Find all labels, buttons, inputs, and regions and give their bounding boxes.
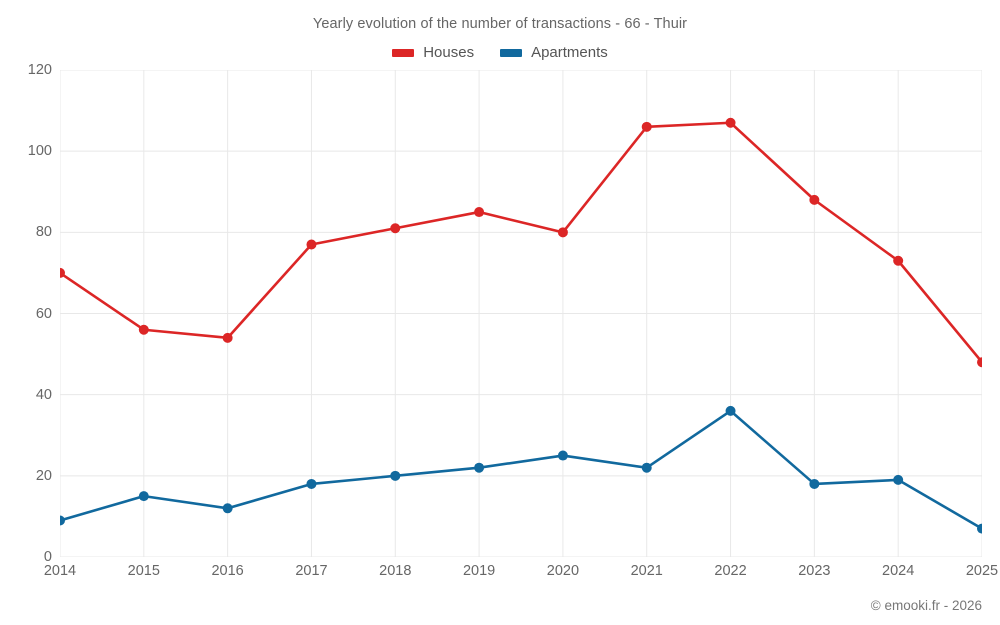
legend-item-apartments[interactable]: Apartments [500, 44, 608, 61]
data-point-houses[interactable] [977, 357, 982, 368]
data-point-apartments[interactable] [474, 462, 485, 473]
legend-label-apartments: Apartments [531, 44, 608, 61]
data-point-apartments[interactable] [222, 503, 233, 514]
data-point-houses[interactable] [474, 207, 485, 218]
legend-label-houses: Houses [423, 44, 475, 61]
data-point-apartments[interactable] [725, 405, 736, 416]
x-tick-label: 2021 [630, 563, 663, 579]
x-tick-label: 2015 [127, 563, 160, 579]
y-tick-label: 0 [43, 549, 52, 565]
series-line-apartments [60, 409, 982, 530]
data-point-houses[interactable] [893, 255, 904, 266]
legend-swatch-houses [392, 48, 415, 57]
data-point-apartments[interactable] [557, 450, 568, 461]
x-tick-label: 2018 [379, 563, 412, 579]
data-point-houses[interactable] [809, 194, 820, 205]
x-tick-label: 2019 [462, 563, 496, 579]
data-point-apartments[interactable] [138, 491, 149, 502]
x-tick-label: 2014 [43, 563, 77, 579]
y-tick-label: 80 [35, 224, 52, 241]
x-tick-label: 2020 [546, 563, 580, 579]
data-point-apartments[interactable] [977, 523, 982, 534]
data-point-houses[interactable] [138, 324, 149, 335]
data-point-apartments[interactable] [893, 474, 904, 485]
gridlines [60, 70, 982, 557]
x-tick-label: 2016 [211, 563, 244, 579]
data-point-apartments[interactable] [641, 462, 652, 473]
y-tick-label: 60 [35, 305, 52, 322]
x-tick-label: 2023 [798, 563, 831, 579]
data-point-houses[interactable] [557, 227, 568, 238]
data-point-houses[interactable] [725, 117, 736, 128]
x-tick-label: 2022 [714, 563, 747, 579]
data-point-houses[interactable] [390, 223, 401, 234]
y-tick-label: 120 [27, 62, 52, 78]
chart-legend: Houses Apartments [0, 44, 1000, 61]
data-point-apartments[interactable] [306, 478, 317, 489]
plot-area [60, 70, 982, 557]
data-point-apartments[interactable] [809, 478, 820, 489]
data-point-houses[interactable] [641, 121, 652, 132]
chart-footer-credit: © emooki.fr - 2026 [870, 598, 982, 613]
legend-swatch-apartments [500, 48, 523, 57]
x-axis: 2014 2015 2016 2017 2018 2019 2020 2021 2022 2023… [44, 563, 998, 587]
y-tick-label: 100 [27, 143, 52, 160]
data-series-layer [60, 117, 982, 534]
x-tick-label: 2025 [965, 563, 999, 579]
y-tick-label: 20 [35, 467, 52, 484]
y-tick-label: 40 [35, 386, 52, 403]
legend-item-houses[interactable]: Houses [392, 44, 474, 61]
data-point-apartments[interactable] [60, 515, 65, 526]
data-point-apartments[interactable] [390, 470, 401, 481]
y-axis: 0 20 40 60 80 100 120 [0, 62, 52, 565]
data-point-houses[interactable] [306, 239, 317, 250]
chart-title: Yearly evolution of the number of transa… [312, 16, 688, 32]
series-line-houses [60, 121, 982, 364]
x-tick-label: 2017 [295, 563, 328, 579]
data-point-houses[interactable] [222, 332, 233, 343]
x-tick-label: 2024 [882, 563, 915, 579]
data-point-houses[interactable] [60, 267, 65, 278]
